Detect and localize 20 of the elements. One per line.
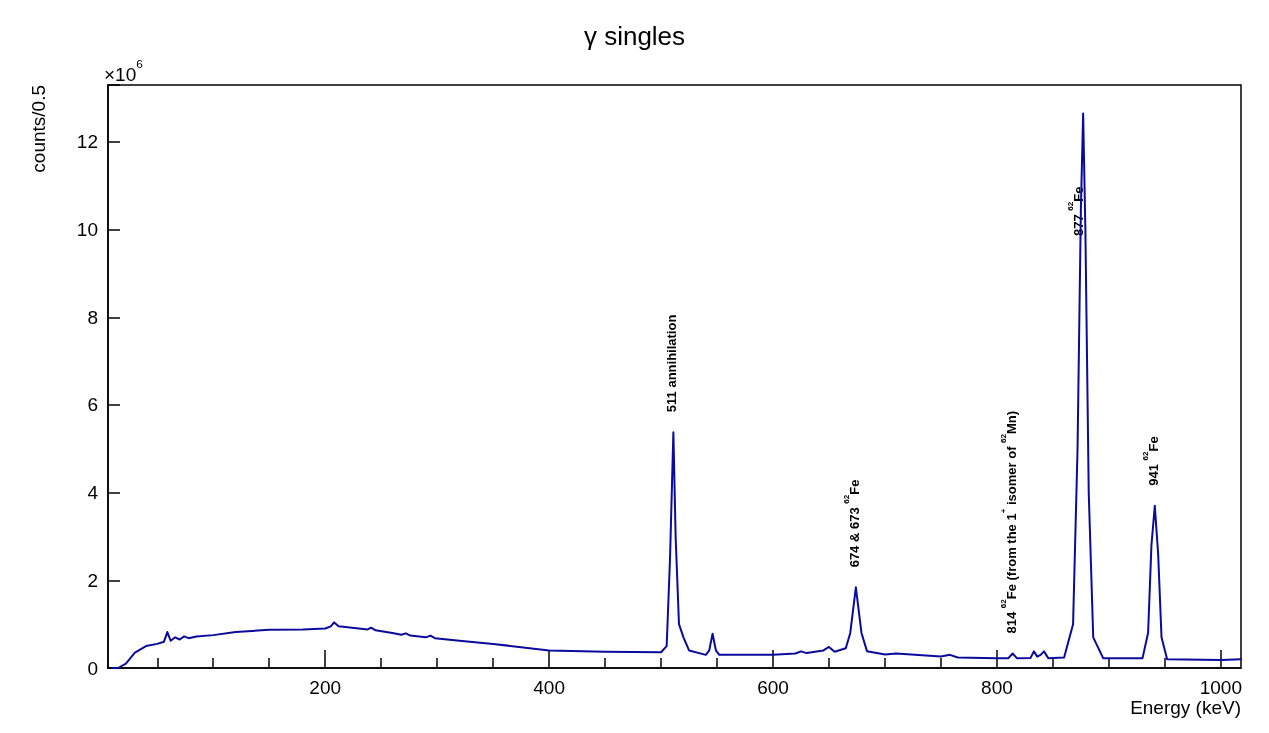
y-axis-title: counts/0.5 (28, 85, 49, 173)
y-tick-label: 4 (87, 482, 99, 504)
y-tick-label: 10 (76, 219, 98, 241)
y-tick-label: 2 (87, 569, 98, 591)
y-tick-label: 6 (87, 394, 98, 416)
annotation: 511 annihilation (664, 314, 680, 413)
annotation: 941 62Fe (1141, 436, 1161, 486)
y-tick-label: 8 (87, 306, 98, 328)
x-axis-title: Energy (keV) (1130, 697, 1241, 718)
annotation: 814 62Fe (from the 1+ isomer of 62Mn) (999, 410, 1019, 634)
x-tick-label: 600 (757, 677, 789, 698)
chart-title: γ singles (583, 21, 686, 51)
x-tick-label: 800 (981, 677, 1013, 698)
line-series (111, 112, 1242, 669)
y-tick-label: 0 (87, 657, 98, 679)
x-tick-label: 200 (309, 677, 342, 698)
y-tick-label: 12 (76, 131, 98, 153)
annotation: 674 & 673 62Fe (842, 479, 862, 568)
x-tick-label: 400 (533, 677, 565, 698)
x-tick-label: 1000 (1199, 677, 1242, 698)
